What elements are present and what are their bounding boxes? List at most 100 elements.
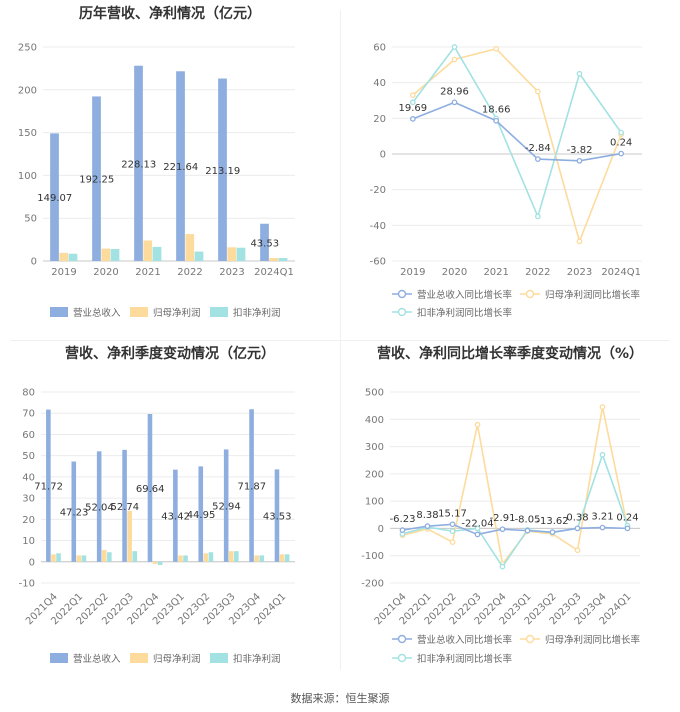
data-label: 0.38 [566, 512, 588, 523]
bar-deducted-profit [56, 553, 61, 562]
data-label: 149.07 [37, 193, 72, 204]
data-label: 18.66 [482, 105, 511, 116]
bar-net-profit [76, 555, 82, 562]
series-point [618, 150, 625, 157]
bar-revenue [122, 449, 127, 562]
x-tick-label: 2022 [525, 267, 550, 278]
series-line-revenue-growth [402, 523, 628, 536]
data-label: 28.96 [440, 86, 469, 97]
bar-revenue [134, 65, 143, 261]
data-label: 0.24 [616, 512, 638, 523]
data-label: -3.82 [567, 145, 593, 156]
bar-deducted-profit [157, 561, 163, 565]
series-line-net-profit-growth [402, 406, 629, 566]
bar-revenue [218, 78, 227, 261]
bar-deducted-profit [68, 253, 78, 261]
y-tick-label: 70 [22, 409, 35, 420]
y-tick-label: -40 [370, 221, 386, 232]
data-label: 19.69 [399, 103, 428, 114]
series-point [599, 524, 606, 531]
chart-title: 营收、净利同比增长率季度变动情况（%） [377, 345, 643, 362]
data-label: 69.64 [136, 484, 165, 495]
series-point [499, 563, 506, 570]
bar-net-profit [143, 240, 153, 261]
data-label: 47.23 [60, 508, 89, 519]
data-label: -22.04 [461, 518, 493, 529]
x-tick-label: 2023 [567, 267, 592, 278]
bar-revenue [198, 466, 204, 562]
data-label: 52.04 [85, 503, 114, 514]
chart-title: 历年营收、净利情况（亿元） [79, 5, 261, 22]
series-point [576, 157, 583, 164]
series-point [534, 156, 541, 162]
bar-net-profit [185, 234, 195, 261]
bar-revenue [96, 451, 102, 562]
data-label: -13.62 [536, 516, 568, 527]
annual-growth-rate-panel: 历年营收、净利同比增长率情况（%）-60-40-2002040602019202… [51, 0, 680, 340]
series-point [399, 527, 406, 533]
series-point [449, 521, 456, 528]
bar-deducted-profit [152, 246, 162, 261]
series-point [409, 116, 416, 122]
y-tick-label: 250 [18, 43, 37, 54]
bar-net-profit [254, 555, 259, 562]
bar-net-profit [178, 555, 183, 562]
series-point [499, 526, 506, 533]
bar-revenue [249, 409, 254, 562]
y-tick-label: -100 [361, 551, 384, 562]
bar-net-profit [59, 252, 69, 261]
data-label: -2.91 [490, 513, 516, 524]
data-label: -8.05 [515, 515, 541, 526]
bar-revenue [176, 71, 185, 262]
y-tick-label: 60 [373, 43, 386, 54]
quarterly-growth-rate-chart: 营收、净利同比增长率季度变动情况（%） -200 -100 0 100 200 300 400… [361, 345, 643, 665]
data-label: 228.13 [121, 159, 156, 170]
legend-label: 营业总收入 [73, 307, 121, 319]
data-label: 15.17 [438, 508, 467, 519]
bar-deducted-profit [284, 554, 290, 562]
series-point [474, 531, 481, 538]
y-tick-label: 200 [18, 85, 37, 96]
bar-net-profit [127, 510, 132, 562]
data-source-note: 数据来源：恒生聚源 [290, 692, 390, 705]
legend-label: 扣非净利润同比增长率 [417, 653, 513, 665]
series-point [449, 539, 456, 545]
annual-revenue-profit-chart: 历年营收、净利情况（亿元） 0 50 100 150 200 250 2019 2020 2021… [18, 5, 295, 319]
y-tick-label: 60 [22, 430, 35, 441]
series-point [474, 525, 481, 532]
series-point [424, 523, 431, 529]
y-tick-label: 0 [31, 257, 37, 268]
bar-deducted-profit [107, 552, 112, 562]
series-point [449, 528, 456, 535]
data-label: 221.64 [163, 162, 198, 173]
series-point [576, 70, 583, 77]
x-tick-label: 2019 [51, 267, 76, 278]
legend-swatch [210, 307, 228, 317]
legend-label: 扣非净利润同比增长率 [417, 307, 513, 319]
legend-label: 扣非净利润 [233, 653, 281, 665]
y-tick-label: 30 [22, 494, 35, 505]
series-point [409, 92, 416, 99]
legend-marker [397, 634, 407, 644]
series-point [451, 99, 458, 106]
series-point [524, 527, 531, 534]
data-label: 43.53 [250, 238, 279, 249]
y-tick-label: -60 [370, 257, 386, 268]
bar-deducted-profit [110, 249, 120, 261]
legend-marker [525, 289, 535, 299]
series-point [534, 213, 541, 220]
bar-deducted-profit [259, 555, 265, 562]
x-tick-label: 2021 [483, 267, 508, 278]
legend-label: 营业总收入同比增长率 [417, 289, 513, 301]
x-tick-label: 2019 [400, 267, 425, 278]
y-tick-label: 40 [373, 78, 386, 89]
y-tick-label: 50 [24, 214, 37, 225]
data-label: 8.38 [416, 510, 438, 521]
legend-label: 营业总收入同比增长率 [417, 634, 513, 646]
quarterly-growth-rate-panel: 营收、净利同比增长率季度变动情况（%） -200 -100 0 100 200 300 400… [340, 340, 680, 685]
series-point [493, 45, 500, 52]
legend-swatch [130, 307, 148, 317]
data-label: 213.19 [205, 166, 240, 177]
series-point [534, 88, 541, 95]
legend-label: 归母净利润同比增长率 [545, 634, 641, 646]
